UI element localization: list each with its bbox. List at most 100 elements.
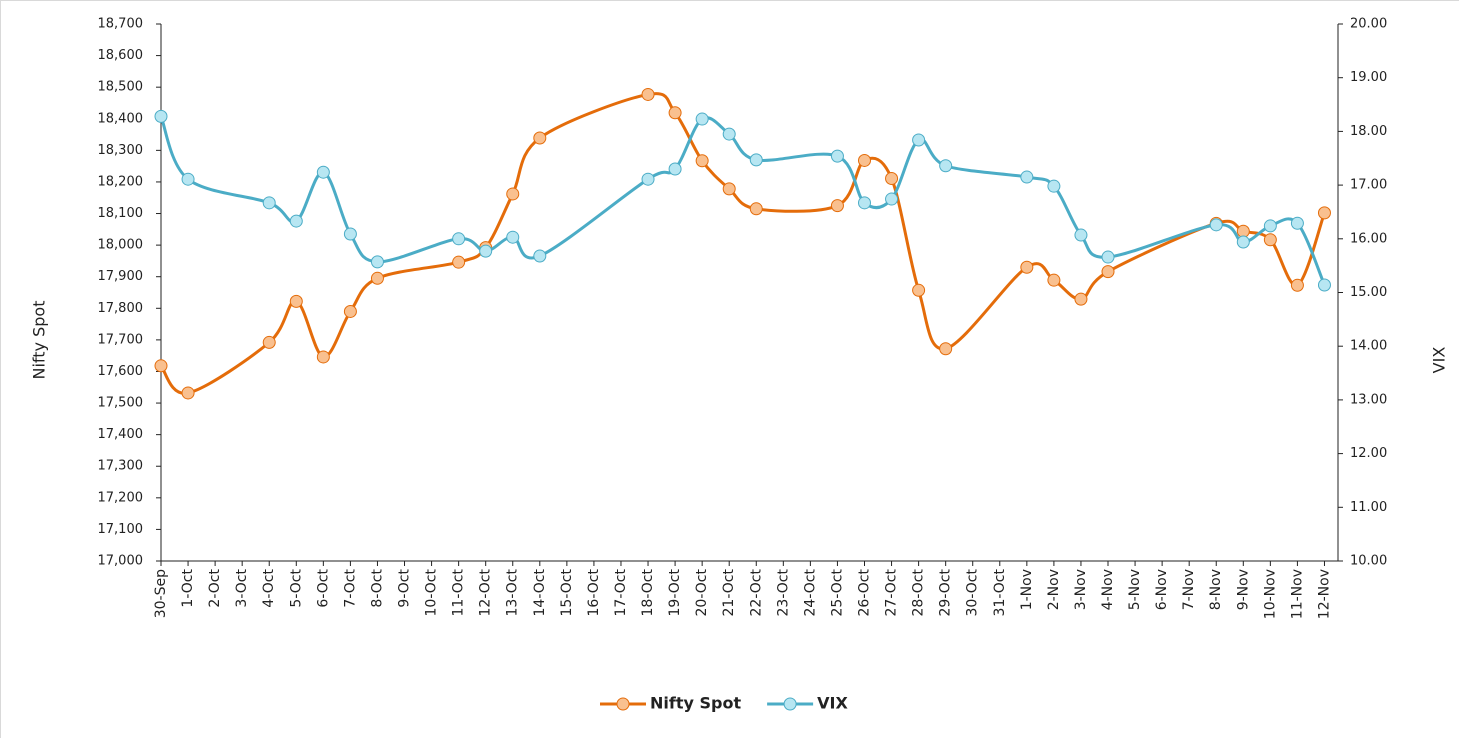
data-point [1290,278,1304,292]
data-point [1263,233,1277,247]
y-tick-label: 17,600 [98,364,144,379]
x-tick-label: 13-Oct [505,568,521,616]
x-tick-label: 11-Oct [451,568,467,616]
x-tick-label: 6-Oct [315,568,331,607]
data-point [641,172,655,186]
legend-label: Nifty Spot [650,694,741,713]
data-point [641,87,655,101]
data-point [1290,216,1304,230]
x-tick-label: 10-Nov [1262,569,1278,619]
y2-tick-label: 11.00 [1350,500,1387,515]
data-point [154,359,168,373]
x-tick-label: 2-Oct [207,568,223,607]
x-tick-label: 30-Oct [965,568,981,616]
data-point [452,232,466,246]
x-tick-label: 7-Oct [342,568,358,607]
y-tick-label: 18,100 [98,206,144,221]
y-tick-label: 18,000 [98,238,144,253]
x-tick-label: 4-Oct [261,568,277,607]
y-tick-label: 17,400 [98,427,144,442]
data-point [912,283,926,297]
x-tick-label: 12-Nov [1316,569,1332,619]
legend-marker [616,697,630,711]
data-point [912,133,926,147]
x-tick-label: 20-Oct [694,568,710,616]
data-point [479,244,493,258]
x-tick-label: 10-Oct [424,568,440,616]
x-tick-label: 5-Nov [1127,569,1143,610]
data-point [533,131,547,145]
x-tick-label: 22-Oct [748,568,764,616]
data-point [749,202,763,216]
legend-label: VIX [817,694,848,713]
data-point [939,159,953,173]
data-point [749,153,763,167]
x-tick-label: 18-Oct [640,568,656,616]
y-tick-label: 18,400 [98,111,144,126]
x-tick-label: 24-Oct [802,568,818,616]
data-point [452,255,466,269]
x-tick-label: 26-Oct [856,568,872,616]
x-tick-label: 4-Nov [1100,569,1116,610]
x-tick-label: 29-Oct [938,568,954,616]
x-tick-label: 19-Oct [667,568,683,616]
y-tick-label: 17,300 [98,459,144,474]
y-tick-label: 17,500 [98,396,144,411]
y-tick-label: 18,600 [98,48,144,63]
y-tick-label: 17,900 [98,269,144,284]
y-tick-label: 17,100 [98,522,144,537]
x-tick-label: 8-Oct [369,568,385,607]
data-point [262,335,276,349]
data-point [939,342,953,356]
y-tick-label: 18,500 [98,80,144,95]
y2-axis-label: VIX [1430,347,1449,374]
y-tick-label: 18,200 [98,174,144,189]
data-point [1074,292,1088,306]
x-tick-label: 31-Oct [992,568,1008,616]
data-point [722,127,736,141]
data-point [885,192,899,206]
data-point [1317,278,1331,292]
legend-marker [783,697,797,711]
x-tick-label: 3-Nov [1073,569,1089,610]
y2-tick-label: 16.00 [1350,231,1387,246]
x-tick-label: 30-Sep [153,569,169,618]
data-point [316,350,330,364]
data-point [506,230,520,244]
data-point [1074,228,1088,242]
data-point [289,214,303,228]
y-tick-label: 18,700 [98,17,144,32]
x-tick-label: 9-Oct [397,568,413,607]
y-tick-label: 17,200 [98,490,144,505]
y2-tick-label: 19.00 [1350,70,1387,85]
data-point [154,109,168,123]
data-point [262,196,276,210]
x-tick-label: 28-Oct [911,568,927,616]
x-tick-label: 1-Oct [180,568,196,607]
y2-tick-label: 20.00 [1350,17,1387,32]
y2-tick-label: 18.00 [1350,124,1387,139]
data-point [1020,170,1034,184]
y2-tick-label: 12.00 [1350,446,1387,461]
data-point [1047,273,1061,287]
data-point [533,249,547,263]
data-point [181,386,195,400]
series-line [159,115,1326,286]
x-tick-label: 8-Nov [1208,569,1224,610]
x-tick-label: 1-Nov [1019,569,1035,610]
x-tick-label: 17-Oct [613,568,629,616]
data-point [668,106,682,120]
data-point [722,182,736,196]
y-axis-label: Nifty Spot [30,301,49,380]
series-line [159,92,1326,395]
data-point [316,165,330,179]
x-tick-label: 9-Nov [1235,569,1251,610]
data-point [343,304,357,318]
data-point [181,172,195,186]
y2-tick-label: 13.00 [1350,392,1387,407]
y2-tick-label: 15.00 [1350,285,1387,300]
x-tick-label: 15-Oct [559,568,575,616]
data-point [1047,179,1061,193]
data-point [857,196,871,210]
